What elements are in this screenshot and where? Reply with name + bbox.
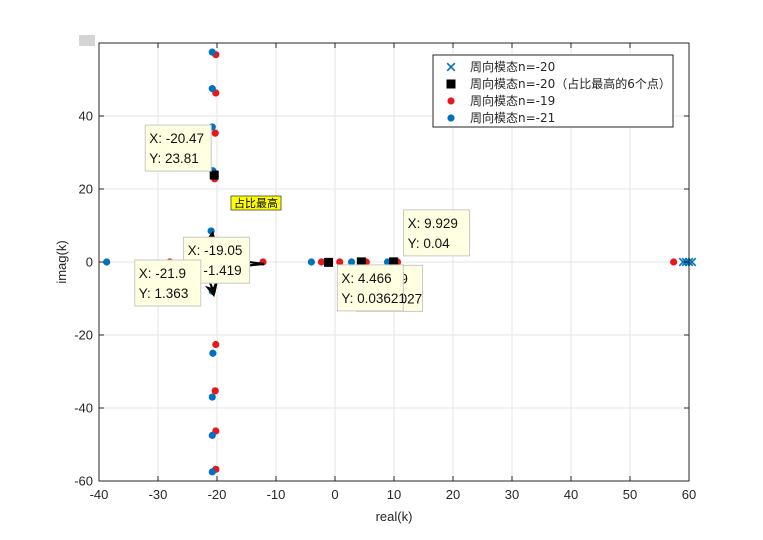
datatip-y: Y: 0.03621 xyxy=(341,291,406,306)
figure-toolbar-stub[interactable] xyxy=(79,35,95,46)
datatip-x: X: 9.929 xyxy=(408,216,458,231)
data-point xyxy=(208,468,216,476)
data-point xyxy=(207,227,215,235)
x-tick-label: -20 xyxy=(208,487,227,502)
legend-entry: 周向模态n=-19 xyxy=(470,93,555,108)
y-tick-label: -40 xyxy=(74,401,93,416)
y-tick-label: 20 xyxy=(79,182,93,197)
datatip-y: Y: 23.81 xyxy=(149,151,199,166)
data-point xyxy=(211,387,219,395)
data-point xyxy=(336,258,344,266)
x-tick-label: 50 xyxy=(623,487,637,502)
y-axis-label: imag(k) xyxy=(54,240,69,283)
legend-marker xyxy=(447,114,455,122)
datatip[interactable]: X: 9.929 Y: 0.04 xyxy=(403,209,471,257)
datatip-box[interactable] xyxy=(336,264,404,312)
data-point xyxy=(317,258,326,266)
datatip-x: X: -19.05 xyxy=(188,243,243,258)
legend-box[interactable] xyxy=(432,54,674,128)
data-point xyxy=(324,257,334,267)
datatip-box[interactable] xyxy=(144,124,212,172)
datatip-y: Y: 1.363 xyxy=(139,286,189,301)
data-point xyxy=(347,258,356,266)
datatip[interactable]: X: 4.466 Y: 0.03621 xyxy=(336,264,406,312)
data-point xyxy=(208,393,216,401)
x-tick-label: 10 xyxy=(387,487,401,502)
data-point xyxy=(208,85,216,93)
y-tick-label: -20 xyxy=(74,328,93,343)
data-point xyxy=(356,257,366,267)
series-2 xyxy=(166,51,678,473)
datatip[interactable]: X: -20.47 Y: 23.81 xyxy=(144,124,212,172)
annotation-box xyxy=(230,195,282,211)
data-point xyxy=(670,258,678,266)
data-point xyxy=(212,340,220,349)
x-tick-label: 0 xyxy=(331,487,338,502)
legend-marker xyxy=(446,79,456,89)
y-tick-label: 40 xyxy=(79,109,93,124)
data-point xyxy=(208,48,216,56)
legend-entry: 周向模态n=-20 xyxy=(470,59,555,74)
datatip-box[interactable] xyxy=(403,209,471,257)
data-point xyxy=(211,129,219,137)
y-tick-label: -60 xyxy=(74,474,93,489)
datatip-x: X: -20.47 xyxy=(149,131,204,146)
x-tick-label: 20 xyxy=(446,487,460,502)
data-point xyxy=(208,431,216,439)
legend-entry: 周向模态n=-20（占比最高的6个点） xyxy=(470,76,671,91)
datatip-x: X: 4.466 xyxy=(341,271,391,286)
data-point xyxy=(209,170,219,180)
datatip-box[interactable] xyxy=(134,259,202,307)
data-point xyxy=(103,258,111,266)
x-tick-label: 40 xyxy=(564,487,578,502)
datatip-y: Y: 0.04 xyxy=(408,236,451,251)
x-tick-label: -10 xyxy=(267,487,286,502)
legend: 周向模态n=-20 周向模态n=-20（占比最高的6个点） 周向模态n=-19 周向模… xyxy=(432,54,674,128)
data-point xyxy=(389,257,399,267)
data-point xyxy=(209,349,217,357)
legend-entry: 周向模态n=-21 xyxy=(470,110,555,125)
annotation-text: 占比最高 xyxy=(234,196,278,210)
datatip[interactable]: X: -21.9 Y: 1.363 xyxy=(134,259,202,307)
x-tick-label: 60 xyxy=(682,487,696,502)
y-tick-label: 0 xyxy=(86,255,93,270)
x-axis-label: real(k) xyxy=(376,509,413,524)
legend-marker xyxy=(446,62,456,72)
datatip-x: X: -21.9 xyxy=(139,266,186,281)
x-tick-label: 30 xyxy=(505,487,519,502)
legend-marker xyxy=(447,97,455,105)
data-point xyxy=(307,258,315,266)
x-tick-label: -30 xyxy=(149,487,168,502)
annotation: 占比最高 xyxy=(230,195,282,211)
x-tick-label: -40 xyxy=(90,487,109,502)
